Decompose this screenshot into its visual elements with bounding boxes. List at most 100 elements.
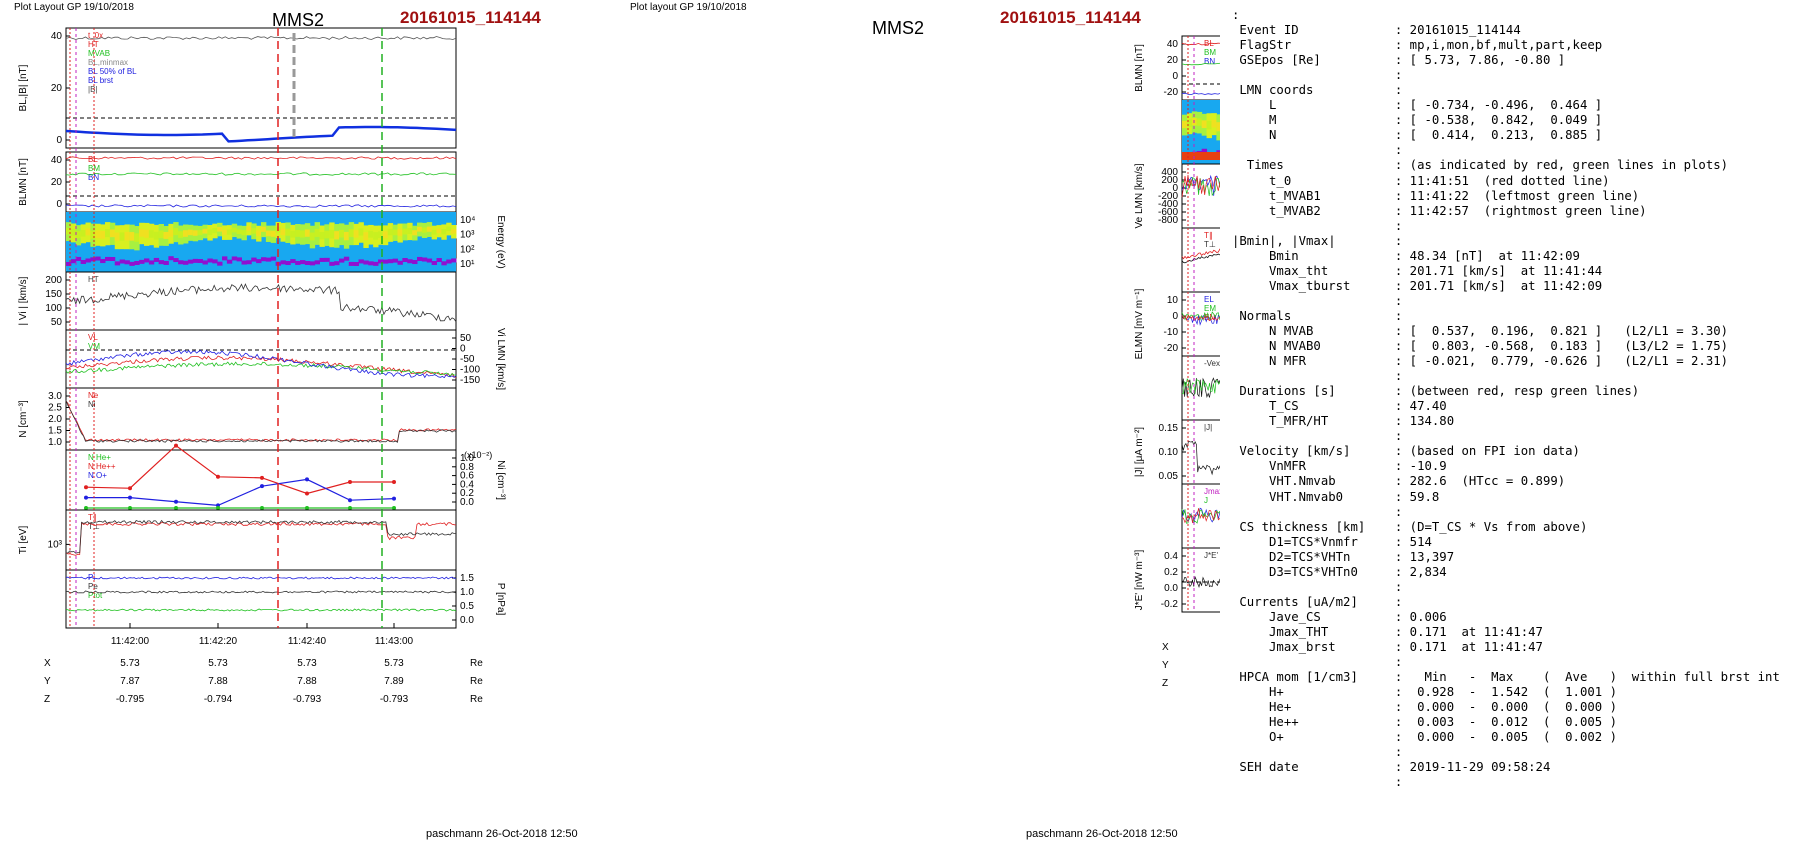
spectrogram-cell (382, 231, 389, 239)
spectrogram-cell (124, 260, 130, 265)
legend-entry: VM (88, 342, 100, 351)
spectrogram-cell (187, 229, 194, 236)
spectrogram-cell (70, 229, 77, 236)
spectrogram-cell (295, 229, 301, 237)
summary-line: Jmax_THT : 0.171 at 11:41:47 (1232, 624, 1543, 639)
spectrogram-cell (446, 226, 452, 231)
panel-frame (1181, 227, 1220, 293)
spectrogram-cell (90, 230, 96, 239)
event-summary-panel: : Event ID : 20161015_114144 FlagStr : m… (1232, 8, 1792, 798)
panel-tick-label: 0.4 (460, 479, 474, 490)
T-perp-series (65, 519, 457, 554)
panel-tick-label: 0.6 (460, 471, 474, 482)
panel-tick-label: -50 (460, 354, 475, 365)
spectrogram-cell (1211, 119, 1217, 128)
x-tick-label: 11:43:00 (375, 636, 414, 647)
panel-tick-label: 1.0 (460, 587, 474, 598)
spectrogram-cell (134, 233, 140, 242)
spectrogram-cell (378, 259, 384, 264)
panel-tick-label: -20 (1164, 343, 1179, 354)
position-value: -0.793 (380, 694, 409, 705)
spectrogram-cell (124, 231, 130, 241)
spectrogram-cell (183, 260, 189, 265)
spectrogram-cell (241, 230, 247, 236)
panel-tick-label: 0 (1172, 71, 1178, 82)
spectrogram-cell (129, 232, 135, 241)
spectrogram-cell (441, 229, 447, 235)
minor-species-point (305, 477, 309, 482)
summary-line: L : [ -0.734, -0.496, 0.464 ] (1232, 98, 1603, 113)
spectrogram-cell (173, 228, 179, 236)
panel-tick-label: 150 (45, 289, 62, 300)
panel-ylabel: BLMN [nT] (1134, 44, 1145, 92)
panel-tick-label: 0.10 (1159, 447, 1179, 458)
spectrogram-cell (197, 259, 203, 264)
summary-line: VHT.Nmvab0 : 59.8 (1232, 489, 1440, 504)
spectrogram-cell (207, 258, 213, 263)
panel-tick-label: 50 (51, 317, 63, 328)
legend-entry: Ne (88, 391, 99, 400)
x-tick-label: 11:42:20 (199, 636, 238, 647)
panel-ylabel: Vi LMN [km/s] (495, 328, 506, 390)
panel-frame (1181, 483, 1220, 549)
panel-tick-label: 0.2 (1164, 567, 1178, 578)
summary-line: T_MFR/HT : 134.80 (1232, 414, 1455, 429)
minor-species-point (392, 506, 396, 510)
BL-series (65, 156, 457, 160)
spectrogram-cell (231, 227, 238, 233)
summary-line: Event ID : 20161015_114144 (1232, 23, 1521, 38)
summary-line: D3=TCS*VHTn0 : 2,834 (1232, 564, 1447, 579)
legend-entry: BL,minmax (88, 58, 128, 67)
position-row-label: Z (44, 694, 50, 705)
summary-line: N MVAB0 : [ 0.803, -0.568, 0.183 ] (L3/L… (1232, 339, 1729, 354)
position-row-label: X (44, 658, 51, 669)
spectrogram-cell (397, 260, 403, 265)
position-value: 5.73 (384, 658, 404, 669)
minor-species-point (348, 498, 352, 503)
spectrogram-cell (66, 261, 72, 266)
legend-entry: J (1204, 496, 1208, 505)
legend-entry: BL 50% of BL (88, 67, 137, 76)
spectrogram-cell (270, 256, 277, 261)
panel-ylabel: |J| [μA m⁻²] (1134, 427, 1145, 477)
spectrogram-cell (1191, 117, 1198, 126)
panel-tick-label: 0.05 (1159, 471, 1179, 482)
spectrogram-cell (105, 229, 111, 238)
legend-entry: T∥ (88, 513, 97, 522)
spectrogram-cell (265, 257, 272, 262)
panel-ylabel: BL,|B| [nT] (18, 64, 29, 111)
BL-series (65, 125, 457, 143)
legend-entry: EM (1204, 304, 1216, 313)
summary-line: : (1232, 293, 1403, 308)
panel-5: EM [mV m⁻²]100-10-VexB (1181, 355, 1220, 421)
panel-tick-label: 0.2 (460, 488, 474, 499)
legend-entry: HT (88, 275, 99, 284)
spectrogram-cell (368, 261, 374, 266)
spectrogram-cell (290, 230, 296, 238)
position-unit: Re (470, 676, 483, 687)
spectrogram-cell (304, 229, 311, 237)
legend-entry: VL (88, 333, 98, 342)
spectrogram-cell (358, 228, 364, 236)
spectrogram-cell (212, 228, 218, 234)
minor-species-point (260, 475, 264, 480)
middle-plot-footer: paschmann 26-Oct-2018 12:50 (1026, 828, 1178, 840)
summary-line: t_MVAB1 : 11:41:22 (leftmost green line) (1232, 188, 1640, 203)
spectrogram-cell (300, 260, 306, 265)
spectrogram-cell (373, 261, 379, 266)
spectrogram-cell (436, 228, 442, 234)
summary-line: : (1232, 745, 1403, 760)
spectrogram-cell (168, 229, 174, 237)
spectrogram-cell (256, 259, 262, 264)
spectrogram-cell (378, 231, 384, 239)
spectrogram-cell (251, 228, 257, 234)
spectrogram-cell (148, 230, 155, 238)
spectrogram-cell (441, 261, 447, 266)
position-unit: Re (470, 658, 483, 669)
panel-2: Energy (eV) 10⁴ 10³ 10² 10¹ (65, 211, 506, 273)
spectrogram-cell (1186, 119, 1193, 127)
position-value: -0.795 (116, 694, 145, 705)
summary-line: : (1232, 68, 1403, 83)
